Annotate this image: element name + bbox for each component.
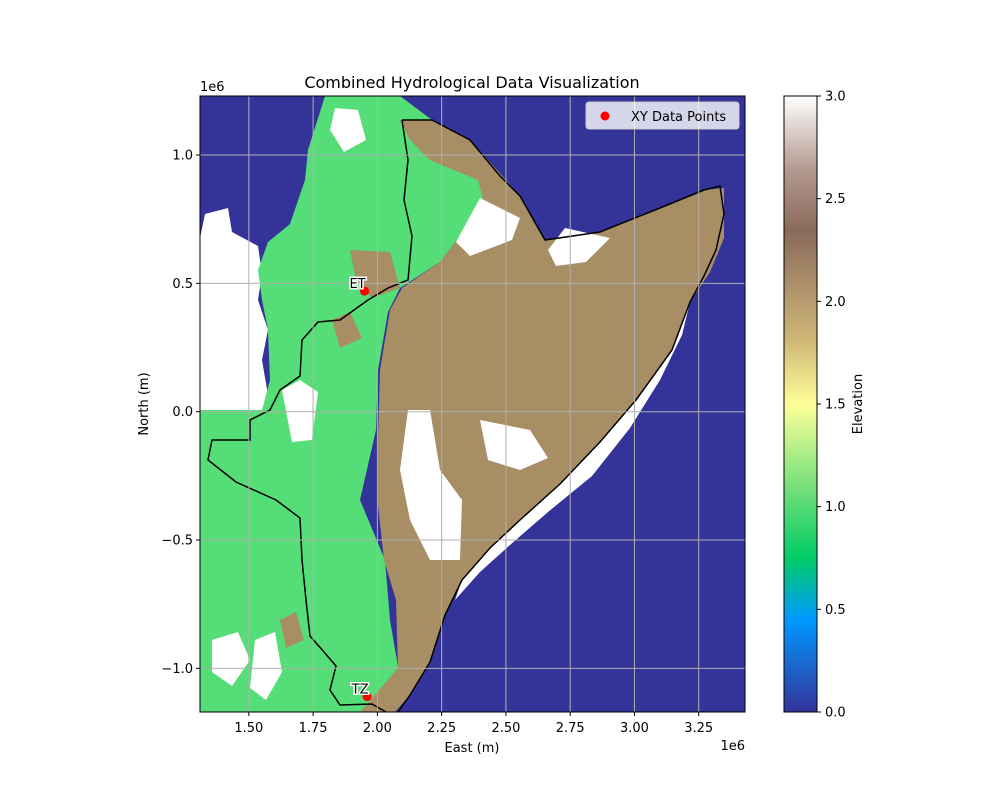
colorbar-tick-label: 2.5 [825,192,846,207]
colorbar-tick-label: 1.0 [825,500,846,515]
y-tick-label: 0.5 [172,277,193,292]
y-tick-label: 1.0 [172,149,193,164]
x-tick-label: 2.50 [491,721,520,736]
map-panel[interactable] [200,96,745,712]
land-lowland [200,96,520,712]
nodata-center-4 [480,420,548,470]
y-offset-label: 1e6 [200,80,225,95]
data-point[interactable] [360,286,370,296]
point-layer: ET TZ [348,276,372,702]
colorbar-tick-label: 3.0 [825,90,846,105]
data-point-label: TZ [351,683,369,698]
highland-patch-1 [350,250,400,298]
nodata-west-patch-3 [250,632,282,700]
y-tick-label: 0.0 [172,405,193,420]
chart-title: Combined Hydrological Data Visualization [304,73,639,92]
x-tick-label: 2.00 [363,721,392,736]
data-point[interactable] [362,692,372,702]
nodata-center-1 [400,410,462,560]
x-tick-label: 3.00 [620,721,649,736]
colorbar-tick-label: 0.5 [825,603,846,618]
x-axis-label: East (m) [445,741,500,756]
colorbar-ramp [783,95,818,713]
colorbar-tick-label: 2.0 [825,295,846,310]
colorbar-label: Elevation [851,374,866,434]
nodata-west-patch-2 [212,632,250,686]
y-axis: 1.0 0.5 0.0 −0.5 −1.0 [161,149,200,677]
y-tick-label: −0.5 [161,534,193,549]
colorbar-ticks: 0.0 0.5 1.0 1.5 2.0 2.5 3.0 [817,90,846,721]
colorbar-tick-label: 0.0 [825,706,846,721]
legend[interactable]: XY Data Points [585,101,740,130]
highland-patch-3 [280,612,304,648]
coastal-strip [455,302,690,600]
axes-frame [199,95,746,713]
data-point-label: ET [349,277,365,292]
x-tick-label: 2.75 [556,721,585,736]
nodata-west-patch-1 [282,380,318,442]
colorbar-tick-label: 1.5 [825,398,846,413]
colorbar: 0.0 0.5 1.0 1.5 2.0 2.5 3.0 Elevation [783,90,866,721]
legend-box [585,101,740,130]
x-tick-label: 2.25 [427,721,456,736]
border-line [207,119,413,712]
nodata-north-patch [330,108,366,152]
nodata-west [200,208,268,410]
coastline [397,119,725,712]
y-tick-label: −1.0 [161,662,193,677]
nodata-center-2 [456,198,520,256]
x-axis: 1.50 1.75 2.00 2.25 2.50 2.75 3.00 3.25 [234,712,713,736]
x-tick-label: 1.50 [234,721,263,736]
highland-patch-2 [332,312,362,348]
grid [200,96,745,712]
legend-entry-label: XY Data Points [631,110,726,125]
land-upland [360,120,724,712]
y-axis-label: North (m) [137,372,152,435]
x-offset-label: 1e6 [720,739,745,754]
x-tick-label: 1.75 [299,721,328,736]
legend-marker [600,111,610,121]
x-tick-label: 3.25 [684,721,713,736]
